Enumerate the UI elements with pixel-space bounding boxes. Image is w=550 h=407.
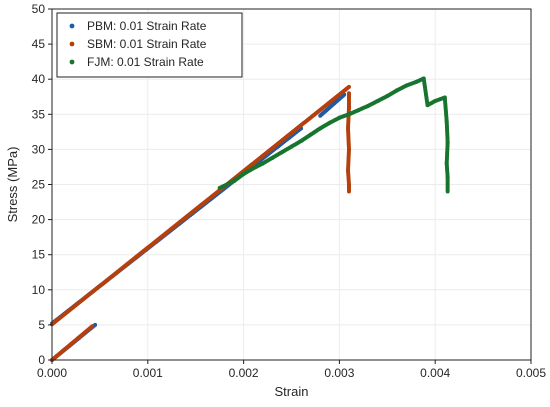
legend-marker (69, 41, 75, 47)
y-tick-label: 0 (38, 353, 45, 367)
y-tick-label: 20 (32, 213, 46, 227)
series-layer (50, 76, 450, 362)
data-point (346, 189, 351, 194)
axis-layer: 0.000 0.001 0.002 0.003 0.004 0.005 0 5 10 15 20 25… (32, 2, 547, 380)
y-tick-label: 10 (32, 283, 46, 297)
legend-label: FJM: 0.01 Strain Rate (87, 55, 204, 69)
y-tick-label: 35 (32, 107, 46, 121)
x-tick-label: 0.000 (37, 366, 67, 380)
legend-marker (69, 59, 75, 65)
x-tick-label: 0.003 (324, 366, 354, 380)
legend-marker (69, 23, 75, 29)
y-axis-title: Stress (MPa) (5, 147, 20, 223)
x-tick-label: 0.002 (229, 366, 259, 380)
data-point (90, 324, 95, 329)
series-fjm (217, 76, 450, 194)
y-tick-label: 30 (32, 142, 46, 156)
series-sbm (50, 84, 351, 362)
legend: PBM: 0.01 Strain Rate SBM: 0.01 Strain Ra… (56, 12, 243, 78)
x-tick-label: 0.005 (516, 366, 546, 380)
x-tick-label: 0.001 (133, 366, 163, 380)
legend-label: SBM: 0.01 Strain Rate (87, 37, 207, 51)
x-tick-label: 0.004 (420, 366, 450, 380)
data-point (346, 84, 351, 89)
y-tick-label: 40 (32, 72, 46, 86)
y-tick-label: 5 (38, 318, 45, 332)
y-tick-label: 50 (32, 2, 46, 16)
y-tick-label: 45 (32, 37, 46, 51)
series-pbm (50, 92, 347, 362)
y-tick-label: 25 (32, 178, 46, 192)
data-point (445, 189, 450, 194)
y-tick-label: 15 (32, 248, 46, 262)
legend-label: PBM: 0.01 Strain Rate (87, 19, 207, 33)
legend-box (56, 12, 243, 78)
x-axis-title: Strain (275, 384, 309, 399)
